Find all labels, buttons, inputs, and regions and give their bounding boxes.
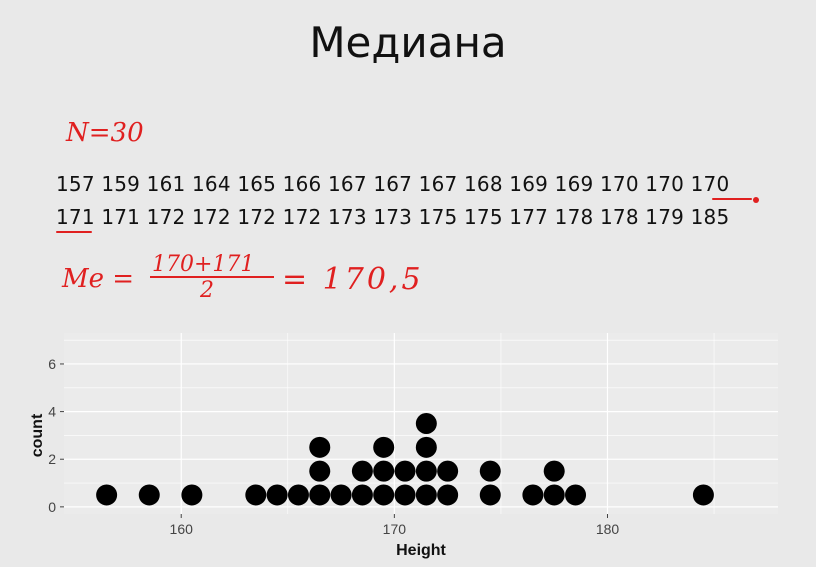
data-point bbox=[245, 484, 267, 506]
data-points bbox=[96, 413, 714, 506]
data-point bbox=[373, 460, 395, 482]
data-point bbox=[394, 484, 416, 506]
data-point bbox=[479, 484, 501, 506]
y-tick-label: 4 bbox=[48, 404, 56, 420]
data-point bbox=[96, 484, 118, 506]
data-point bbox=[543, 460, 565, 482]
data-point bbox=[437, 460, 459, 482]
fraction-line bbox=[150, 276, 274, 278]
data-point bbox=[692, 484, 714, 506]
data-point bbox=[415, 460, 437, 482]
x-tick-label: 180 bbox=[596, 521, 620, 537]
x-axis-label: Height bbox=[396, 542, 446, 559]
x-axis-ticks: 160 170 180 bbox=[170, 514, 620, 537]
data-point bbox=[415, 436, 437, 458]
y-tick-label: 2 bbox=[48, 451, 56, 467]
data-point bbox=[309, 436, 331, 458]
data-point bbox=[522, 484, 544, 506]
data-point bbox=[415, 484, 437, 506]
data-point bbox=[309, 484, 331, 506]
x-tick-label: 170 bbox=[383, 521, 407, 537]
y-tick-label: 6 bbox=[48, 356, 56, 372]
grid-lines bbox=[64, 333, 778, 514]
data-point bbox=[309, 460, 331, 482]
data-row-2: 171 171 172 172 172 172 173 173 175 175 … bbox=[56, 205, 730, 229]
data-point bbox=[437, 484, 459, 506]
median-marker-dot bbox=[753, 197, 759, 203]
y-axis-ticks: 0 2 4 6 bbox=[48, 356, 64, 515]
data-point bbox=[351, 460, 373, 482]
median-result: = 170,5 bbox=[282, 262, 424, 297]
y-tick-label: 0 bbox=[48, 499, 56, 515]
data-point bbox=[266, 484, 288, 506]
data-point bbox=[351, 484, 373, 506]
data-point bbox=[394, 460, 416, 482]
data-point bbox=[373, 436, 395, 458]
median-numerator: 170+171 bbox=[152, 252, 255, 277]
underline-170 bbox=[712, 198, 752, 200]
underline-171 bbox=[56, 231, 92, 233]
data-point bbox=[415, 413, 437, 434]
data-point bbox=[330, 484, 352, 506]
slide-title: Медиана bbox=[309, 18, 507, 67]
data-point bbox=[565, 484, 587, 506]
data-point bbox=[287, 484, 309, 506]
y-axis-label: count bbox=[29, 413, 46, 457]
data-point bbox=[479, 460, 501, 482]
data-point bbox=[138, 484, 160, 506]
data-point bbox=[373, 484, 395, 506]
median-label: Me = bbox=[62, 264, 135, 294]
n-annotation: N=30 bbox=[66, 118, 144, 148]
data-point bbox=[543, 484, 565, 506]
x-tick-label: 160 bbox=[170, 521, 194, 537]
data-point bbox=[181, 484, 203, 506]
data-row-1: 157 159 161 164 165 166 167 167 167 168 … bbox=[56, 172, 730, 196]
median-denominator: 2 bbox=[200, 278, 214, 303]
